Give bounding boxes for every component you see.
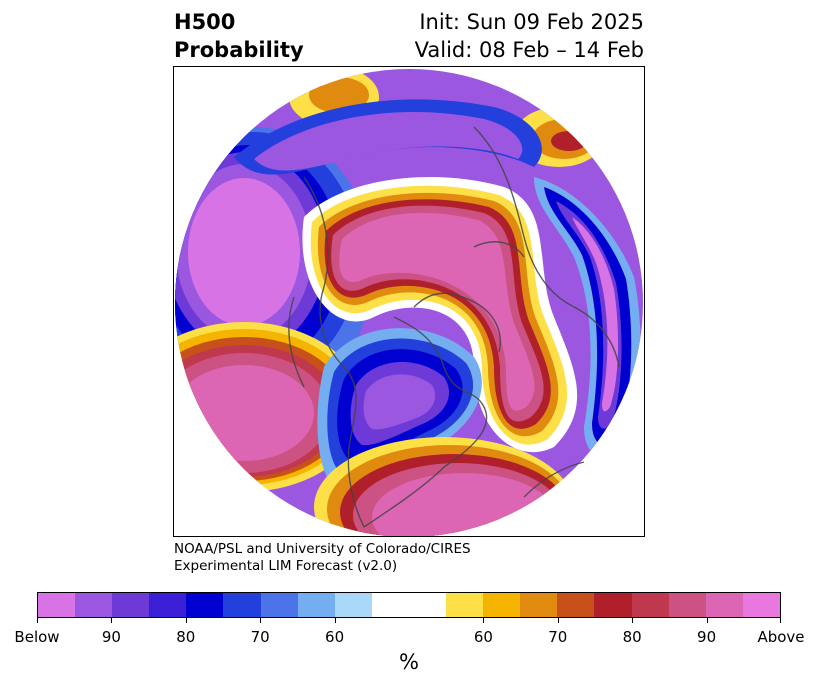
colorbar-tick-mark [111, 618, 113, 623]
colorbar-tick-label: 60 [325, 628, 345, 646]
colorbar-tick-label: 70 [250, 628, 270, 646]
title-right: Init: Sun 09 Feb 2025 Valid: 08 Feb – 14… [415, 8, 644, 64]
coastlines [288, 126, 620, 528]
colorbar-unit: % [399, 650, 419, 674]
colorbar-tick-label: 80 [176, 628, 196, 646]
colorbar-segment [594, 593, 632, 617]
variable-label: H500 [174, 10, 236, 34]
colorbar-tick-label: 60 [473, 628, 493, 646]
colorbar-segment [149, 593, 187, 617]
colorbar-tick-mark [483, 618, 485, 623]
colorbar-tick-mark [706, 618, 708, 623]
colorbar-segment [186, 593, 224, 617]
valid-range: Valid: 08 Feb – 14 Feb [414, 38, 644, 62]
colorbar-segment [223, 593, 261, 617]
credit-line-1: NOAA/PSL and University of Colorado/CIRE… [174, 541, 471, 557]
colorbar-tick-mark [632, 618, 634, 623]
colorbar-segment [520, 593, 558, 617]
colorbar-tick-label: Above [757, 628, 805, 646]
colorbar-segment [631, 593, 669, 617]
colorbar-tick-mark [780, 618, 781, 623]
colorbar-tick-label: Below [14, 628, 60, 646]
colorbar-tick-mark [185, 618, 187, 623]
colorbar-segment [260, 593, 298, 617]
colorbar-tick-mark [334, 618, 336, 623]
colorbar-segment [112, 593, 150, 617]
colorbar-tick-label: 70 [548, 628, 568, 646]
colorbar-segment [705, 593, 743, 617]
init-date: Init: Sun 09 Feb 2025 [419, 10, 644, 34]
probability-map [175, 69, 643, 536]
colorbar-segment [742, 593, 780, 617]
colorbar [37, 592, 781, 618]
colorbar-segment [38, 593, 76, 617]
colorbar-segment [408, 593, 447, 617]
credit-block: NOAA/PSL and University of Colorado/CIRE… [174, 541, 471, 575]
colorbar-tick-label: 80 [622, 628, 642, 646]
map-panel [173, 66, 645, 537]
colorbar-segment [446, 593, 484, 617]
colorbar-tick-mark [557, 618, 559, 623]
colorbar-tick-mark [37, 618, 38, 623]
colorbar-tick-label: 90 [101, 628, 121, 646]
colorbar-segment [297, 593, 335, 617]
product-label: Probability [174, 38, 304, 62]
colorbar-segment [557, 593, 595, 617]
colorbar-tick-mark [260, 618, 262, 623]
colorbar-segment [75, 593, 113, 617]
credit-line-2: Experimental LIM Forecast (v2.0) [174, 558, 398, 574]
colorbar-segment [371, 593, 409, 617]
colorbar-tick-label: 90 [697, 628, 717, 646]
colorbar-segment [483, 593, 521, 617]
colorbar-segment [668, 593, 706, 617]
title-left: H500 Probability [174, 8, 304, 64]
colorbar-segment [334, 593, 372, 617]
